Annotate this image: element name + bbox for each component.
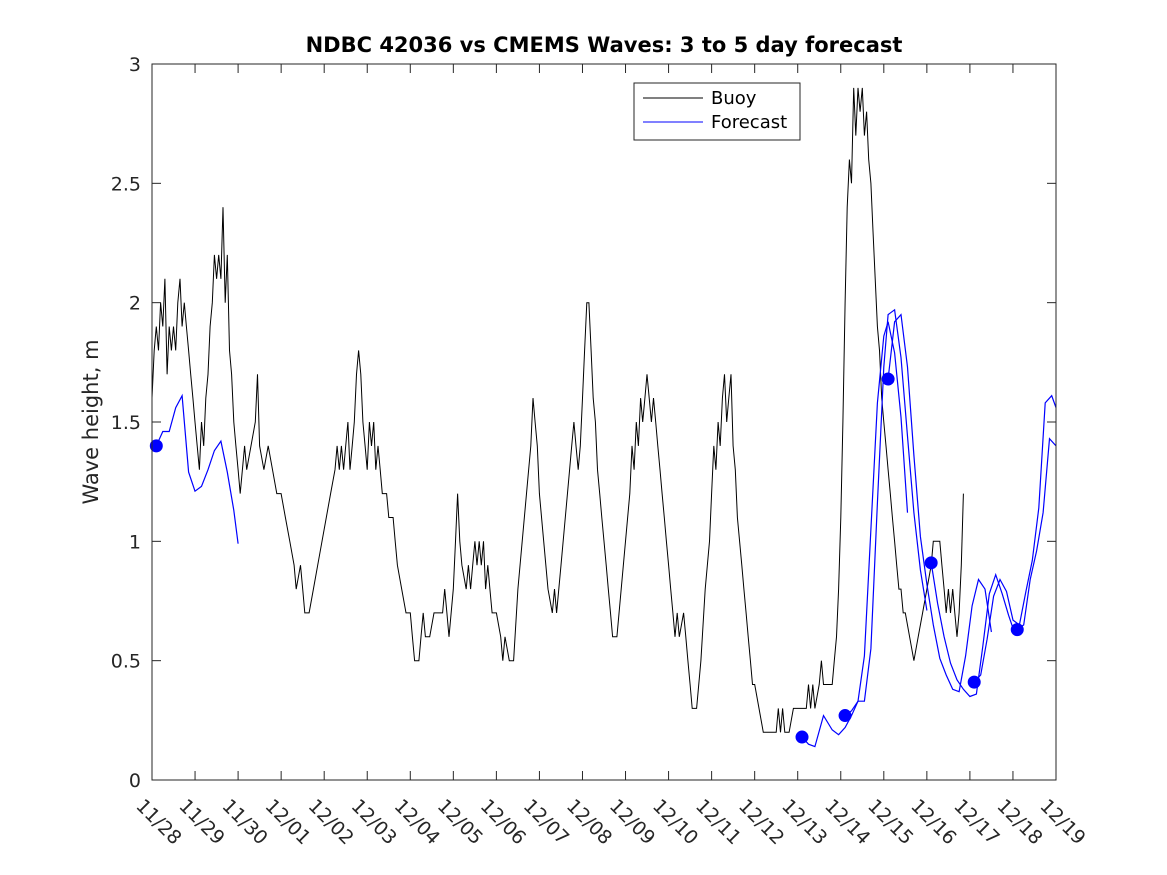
forecast-marker	[149, 439, 163, 453]
x-tick-label: 12/12	[734, 795, 788, 849]
forecast-marker	[795, 730, 809, 744]
x-tick-label: 12/15	[863, 795, 917, 849]
y-tick-label: 1	[129, 531, 141, 553]
x-tick-label: 11/30	[218, 795, 272, 849]
forecast-marker	[967, 675, 981, 689]
forecast-marker	[881, 372, 895, 386]
y-tick-label: 2	[129, 293, 141, 315]
y-tick-label: 2.5	[111, 173, 141, 195]
legend-box	[633, 82, 801, 141]
legend-buoy-label: Buoy	[711, 88, 757, 109]
x-tick-label: 12/16	[906, 795, 960, 849]
x-tick-label: 12/06	[476, 795, 530, 849]
x-tick-label: 12/05	[433, 795, 487, 849]
x-tick-label: 12/14	[820, 795, 874, 849]
x-tick-label: 12/11	[691, 795, 745, 849]
forecast-line	[844, 308, 928, 717]
y-tick-label: 0	[129, 770, 141, 792]
y-tick-label: 1.5	[111, 412, 141, 434]
forecast-marker	[1010, 623, 1024, 637]
x-tick-label: 12/03	[347, 795, 401, 849]
legend: Buoy Forecast	[633, 82, 801, 141]
series-layer	[152, 87, 1056, 748]
buoy-line	[152, 87, 964, 733]
x-tick-label: 12/17	[949, 795, 1003, 849]
y-tick-label: 0.5	[111, 651, 141, 673]
x-tick-label: 12/19	[1035, 795, 1089, 849]
forecast-marker	[924, 556, 938, 570]
x-tick-label: 12/08	[562, 795, 616, 849]
x-tick-label: 12/07	[519, 795, 573, 849]
x-tick-label: 12/13	[777, 795, 831, 849]
x-tick-label: 12/09	[605, 795, 659, 849]
forecast-markers	[149, 372, 1024, 744]
forecast-line	[155, 393, 239, 544]
x-tick-label: 12/10	[648, 795, 702, 849]
x-tick-label: 12/02	[304, 795, 358, 849]
chart-title: NDBC 42036 vs CMEMS Waves: 3 to 5 day fo…	[306, 33, 903, 57]
forecast-line	[1016, 437, 1056, 631]
forecast-line	[930, 562, 1016, 698]
forecast-marker	[838, 709, 852, 723]
legend-forecast-label: Forecast	[711, 112, 787, 133]
y-tick-label: 3	[129, 54, 141, 76]
y-axis-label: Wave height, m	[79, 339, 103, 504]
x-tick-label: 11/28	[131, 795, 185, 849]
plot-frame	[151, 63, 1057, 781]
x-tick-label: 12/01	[261, 795, 315, 849]
x-tick-label: 11/29	[175, 795, 229, 849]
x-tick-label: 12/18	[992, 795, 1046, 849]
x-tick-label: 12/04	[390, 795, 444, 849]
plot-area	[152, 64, 1056, 780]
forecast-line	[887, 313, 992, 693]
forecast-line	[973, 394, 1056, 683]
